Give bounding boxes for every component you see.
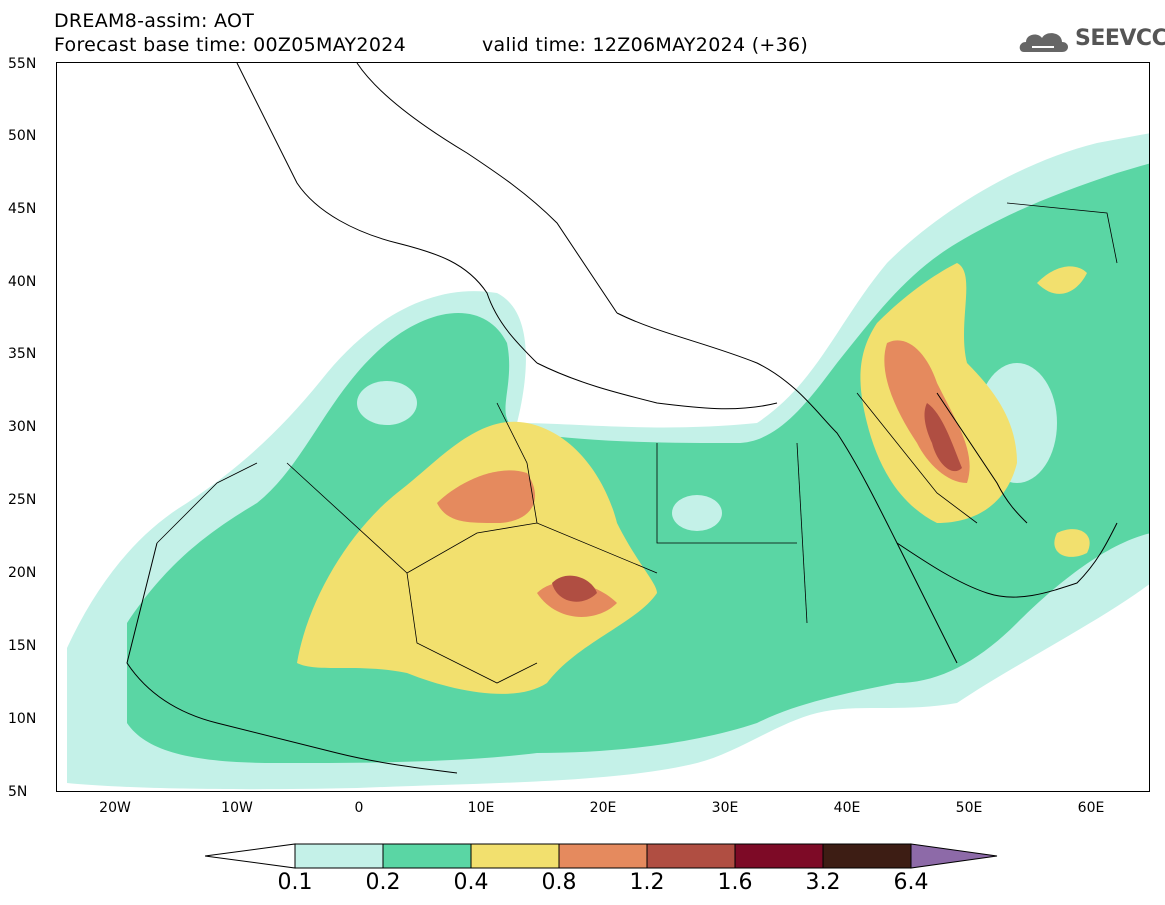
- colorbar-label-3-2: 3.2: [805, 870, 841, 895]
- map-title: DREAM8-assim: AOT: [54, 10, 255, 32]
- colorbar-label-1-6: 1.6: [717, 870, 753, 895]
- colorbar-bin-4: [558, 843, 648, 869]
- colorbar-label-0-1: 0.1: [277, 870, 313, 895]
- lon-label-20w: 20W: [99, 800, 131, 816]
- valid-time: valid time: 12Z06MAY2024 (+36): [482, 34, 809, 56]
- colorbar-label-0-8: 0.8: [541, 870, 577, 895]
- lon-label-50e: 50E: [955, 800, 983, 816]
- lon-label-60e: 60E: [1077, 800, 1105, 816]
- colorbar: [205, 843, 998, 869]
- aot-field: [67, 63, 1149, 790]
- logo-text: SEEVCCC: [1075, 26, 1165, 51]
- lat-label-10n: 10N: [8, 711, 37, 727]
- forecast-base-time: Forecast base time: 00Z05MAY2024: [54, 34, 406, 56]
- lat-label-40n: 40N: [8, 274, 37, 290]
- colorbar-bin-2: [382, 843, 472, 869]
- colorbar-bin-6: [734, 843, 824, 869]
- colorbar-label-0-2: 0.2: [365, 870, 401, 895]
- colorbar-label-1-2: 1.2: [629, 870, 665, 895]
- lon-label-10w: 10W: [221, 800, 253, 816]
- colorbar-label-6-4: 6.4: [893, 870, 929, 895]
- colorbar-under-arrow: [205, 843, 296, 869]
- lat-label-45n: 45N: [8, 201, 37, 217]
- lat-label-5n: 5N: [8, 784, 28, 800]
- colorbar-label-0-4: 0.4: [453, 870, 489, 895]
- lat-label-15n: 15N: [8, 638, 37, 654]
- lat-label-55n: 55N: [8, 56, 37, 72]
- lat-label-35n: 35N: [8, 346, 37, 362]
- colorbar-bin-3: [470, 843, 560, 869]
- lat-label-30n: 30N: [8, 419, 37, 435]
- lat-label-20n: 20N: [8, 565, 37, 581]
- colorbar-bin-5: [646, 843, 736, 869]
- lon-label-40e: 40E: [833, 800, 861, 816]
- colorbar-bin-7: [822, 843, 912, 869]
- lat-label-25n: 25N: [8, 492, 37, 508]
- lon-label-20e: 20E: [589, 800, 617, 816]
- lon-label-30e: 30E: [711, 800, 739, 816]
- lat-label-50n: 50N: [8, 128, 37, 144]
- lon-label-10e: 10E: [467, 800, 495, 816]
- lon-label-0: 0: [354, 800, 364, 816]
- cloud-icon: [1019, 33, 1068, 52]
- colorbar-over-arrow: [910, 843, 998, 869]
- map-area: [56, 62, 1150, 792]
- colorbar-bin-1: [294, 843, 384, 869]
